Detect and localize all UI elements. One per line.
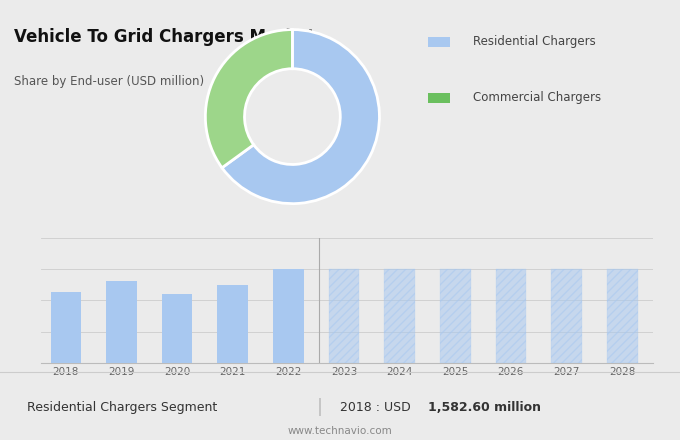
- Text: Vehicle To Grid Chargers Market: Vehicle To Grid Chargers Market: [14, 28, 315, 46]
- Text: Share by End-user (USD million): Share by End-user (USD million): [14, 75, 204, 88]
- Bar: [106, 282, 137, 363]
- Bar: [273, 269, 304, 363]
- Bar: [440, 269, 471, 363]
- Text: Residential Chargers: Residential Chargers: [473, 36, 596, 48]
- Text: www.technavio.com: www.technavio.com: [288, 425, 392, 436]
- Wedge shape: [222, 29, 379, 204]
- Text: 2018 : USD: 2018 : USD: [340, 400, 415, 414]
- Text: |: |: [317, 398, 322, 416]
- FancyBboxPatch shape: [428, 93, 450, 103]
- FancyBboxPatch shape: [428, 37, 450, 47]
- Text: Residential Chargers Segment: Residential Chargers Segment: [27, 400, 218, 414]
- Bar: [162, 294, 192, 363]
- Bar: [218, 285, 248, 363]
- Wedge shape: [205, 29, 292, 168]
- Bar: [328, 269, 359, 363]
- Bar: [50, 293, 81, 363]
- Text: Commercial Chargers: Commercial Chargers: [473, 92, 600, 104]
- Bar: [607, 269, 638, 363]
- Bar: [551, 269, 582, 363]
- Bar: [384, 269, 415, 363]
- Bar: [496, 269, 526, 363]
- Text: 1,582.60 million: 1,582.60 million: [428, 400, 541, 414]
